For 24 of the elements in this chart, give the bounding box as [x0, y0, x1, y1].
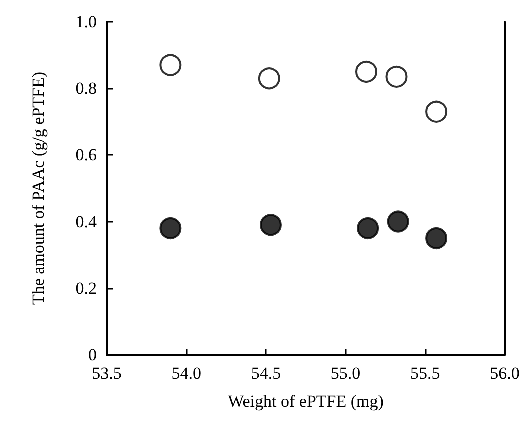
point — [160, 217, 182, 240]
y-tick-label: 1.0 — [76, 12, 97, 32]
x-tick-label: 53.5 — [92, 364, 122, 383]
point — [356, 60, 378, 83]
x-tick-label: 54.5 — [251, 364, 282, 383]
point — [160, 54, 182, 76]
y-tick-label: 0.4 — [76, 212, 98, 232]
x-tick-label: 54.0 — [172, 364, 202, 383]
point — [426, 227, 448, 250]
x-tick-label: 56.0 — [490, 364, 520, 383]
x-tick-label: 55.5 — [410, 364, 440, 383]
x-tick-label: 55.0 — [330, 364, 361, 383]
x-axis-title: Weight of ePTFE (mg) — [228, 392, 384, 411]
point — [260, 214, 282, 236]
y-tick-label: 0 — [88, 346, 97, 364]
point — [258, 68, 280, 90]
y-axis-title: The amount of PAAc (g/g ePTFE) — [29, 72, 48, 306]
point — [386, 66, 408, 88]
y-tick-label: 0.6 — [76, 146, 97, 165]
point — [387, 210, 410, 233]
y-tick-label: 0.8 — [76, 79, 97, 98]
point — [426, 100, 448, 123]
y-tick-label: 0.2 — [76, 278, 97, 298]
point — [357, 217, 380, 240]
